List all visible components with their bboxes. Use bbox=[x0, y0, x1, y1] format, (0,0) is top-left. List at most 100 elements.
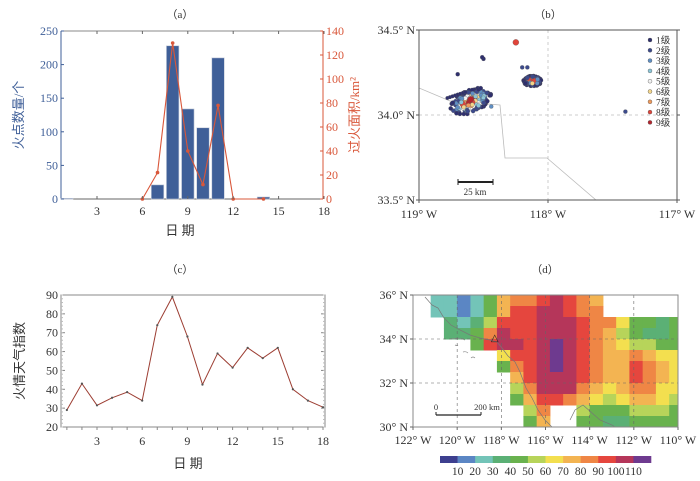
fire-point-level-7 bbox=[466, 103, 471, 108]
y-tick-label: 50 bbox=[46, 158, 58, 172]
fire-point-level-2 bbox=[520, 65, 525, 70]
legend-label: 6级 bbox=[656, 86, 671, 98]
heat-cell bbox=[496, 350, 511, 362]
heat-cell bbox=[602, 372, 617, 384]
heat-cell bbox=[616, 372, 630, 384]
fire-point-level-2 bbox=[623, 109, 628, 114]
x-tick-label: 114° W bbox=[571, 433, 608, 447]
panel-d-scale-bar: 0 200 km bbox=[434, 402, 500, 416]
colorbar-tick-label: 30 bbox=[487, 466, 499, 478]
fire-point-level-2 bbox=[530, 74, 535, 79]
legend-marker-level-8 bbox=[647, 109, 653, 115]
y2-tick-label: 60 bbox=[326, 120, 338, 134]
heat-cell bbox=[563, 361, 577, 373]
heat-cell bbox=[523, 416, 538, 427]
heat-cell bbox=[616, 394, 630, 406]
heat-cell bbox=[629, 405, 644, 417]
heat-cell bbox=[483, 317, 498, 329]
heat-cell bbox=[470, 295, 485, 307]
panel-a-xlabel: 日 期 bbox=[165, 223, 194, 238]
y2-tick-label: 0 bbox=[326, 192, 332, 206]
heat-cell bbox=[616, 405, 630, 417]
heat-cell bbox=[563, 295, 577, 307]
area-point-day-10 bbox=[201, 182, 205, 187]
heat-cell bbox=[536, 394, 551, 406]
area-point-day-11 bbox=[216, 103, 220, 108]
legend-label: 9级 bbox=[656, 117, 671, 129]
heat-cell bbox=[536, 405, 551, 417]
panel-a-frame bbox=[60, 30, 324, 200]
fire-point-level-4 bbox=[459, 99, 464, 105]
panel-d-ticks: 122° W 120° W 118° W 116° W 114° W 112° W 110°… bbox=[380, 288, 697, 447]
legend-marker-level-5 bbox=[647, 78, 653, 84]
heat-cell bbox=[602, 350, 617, 362]
y-tick-label: 30° N bbox=[380, 420, 409, 434]
y-tick-label: 34.5° N bbox=[378, 23, 416, 37]
heat-cell bbox=[576, 394, 591, 406]
panel-d-title: （d） bbox=[531, 263, 559, 276]
heat-cell bbox=[496, 317, 511, 329]
fwi-point-day-16 bbox=[291, 388, 294, 391]
panel-b-boundary-line bbox=[419, 87, 597, 200]
y2-tick-label: 140 bbox=[326, 24, 344, 38]
fire-point-level-2 bbox=[470, 108, 476, 114]
panel-a-ticks: 3 6 9 12 15 180501001502002500204060801001201… bbox=[40, 24, 344, 218]
heat-cell bbox=[483, 306, 498, 318]
fire-point-level-2 bbox=[525, 65, 530, 70]
heat-cell bbox=[510, 372, 524, 384]
heat-cell bbox=[510, 394, 524, 406]
colorbar-tick-label: 10 bbox=[452, 466, 464, 478]
heat-cell bbox=[576, 306, 591, 318]
scale-bar-end-label: 200 km bbox=[474, 402, 500, 412]
fire-point-level-4 bbox=[473, 94, 478, 99]
x-tick-label: 12 bbox=[227, 434, 239, 448]
fire-point-level-3 bbox=[489, 104, 494, 109]
heat-cell bbox=[669, 328, 678, 340]
heat-cell bbox=[549, 350, 564, 362]
fire-point-level-1 bbox=[523, 81, 528, 86]
heat-cell bbox=[549, 394, 564, 406]
heat-cell bbox=[642, 317, 657, 329]
heat-cell bbox=[563, 339, 577, 351]
x-tick-label: 12 bbox=[227, 204, 239, 218]
fwi-point-day-7 bbox=[156, 324, 159, 327]
heat-cell bbox=[496, 339, 511, 351]
heat-cell bbox=[549, 339, 564, 351]
fwi-point-day-10 bbox=[201, 383, 204, 386]
heat-cell bbox=[669, 394, 678, 406]
heat-cell bbox=[589, 394, 604, 406]
x-tick-label: 3 bbox=[94, 204, 100, 218]
heat-cell bbox=[536, 383, 551, 395]
panel-d-coastline bbox=[424, 296, 616, 427]
x-tick-label: 116° W bbox=[527, 433, 564, 447]
x-tick-label: 6 bbox=[139, 204, 145, 218]
heat-cell bbox=[669, 405, 678, 417]
legend-label: 3级 bbox=[656, 55, 671, 67]
fire-point-level-1 bbox=[480, 55, 485, 60]
fire-point-level-6 bbox=[461, 104, 467, 110]
panel-c-xlabel: 日 期 bbox=[173, 456, 202, 471]
fire-point-level-6 bbox=[530, 81, 535, 86]
y2-tick-label: 100 bbox=[326, 72, 344, 86]
scale-bar-label: 25 km bbox=[464, 187, 487, 197]
heat-cell bbox=[602, 394, 617, 406]
legend-marker-level-6 bbox=[647, 89, 653, 94]
area-point-day-9 bbox=[186, 149, 190, 153]
heat-cell bbox=[536, 306, 551, 318]
heat-cell bbox=[642, 372, 657, 384]
panel-b-ticks: 119° W 118° W 117° W 33.5° N 34.0° N 34.5° N bbox=[378, 23, 696, 221]
heat-cell bbox=[536, 317, 551, 329]
legend-marker-level-3 bbox=[647, 58, 653, 63]
x-tick-label: 110° W bbox=[660, 433, 697, 447]
fire-point-level-3 bbox=[535, 77, 540, 82]
heat-cell bbox=[510, 383, 524, 395]
legend-label: 1级 bbox=[656, 35, 671, 47]
x-tick-label: 15 bbox=[272, 434, 284, 448]
fwi-point-day-12 bbox=[231, 366, 234, 369]
y-tick-label: 90 bbox=[46, 288, 58, 302]
panel-d-heatmap-cells bbox=[430, 295, 678, 427]
area-point-day-7 bbox=[155, 170, 160, 175]
heat-cell bbox=[655, 328, 670, 340]
heat-cell bbox=[430, 306, 445, 318]
heat-cell bbox=[576, 416, 591, 427]
